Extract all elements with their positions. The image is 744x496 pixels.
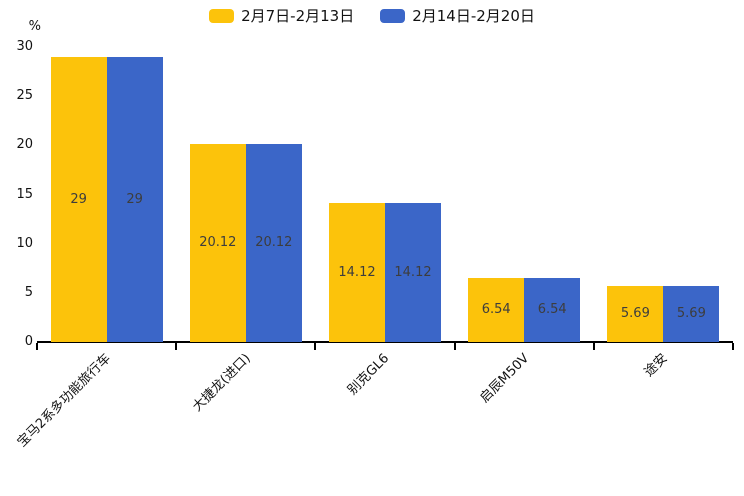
- legend: 2月7日-2月13日 2月14日-2月20日: [0, 5, 744, 26]
- bar: [329, 203, 385, 342]
- x-axis-line: [37, 341, 733, 343]
- bar-value-label: 20.12: [255, 235, 293, 250]
- y-tick-label: 5: [24, 284, 33, 300]
- bar-value-label: 20.12: [199, 235, 237, 250]
- bar-value-label: 14.12: [338, 264, 376, 280]
- legend-swatch-week2-icon: [380, 8, 406, 23]
- bar: [385, 203, 441, 342]
- bar: [245, 144, 302, 342]
- y-tick-label: 20: [16, 137, 33, 153]
- bar: [106, 57, 163, 342]
- x-category-label: 别克GL6: [345, 351, 393, 399]
- bar-value-label: 6.54: [537, 302, 567, 317]
- x-axis-tick: [453, 343, 456, 350]
- bar: [663, 286, 720, 342]
- bar: [607, 286, 664, 342]
- x-category-label: 宝马2系多功能旅行车: [15, 351, 115, 451]
- bar-value-label: 14.12: [394, 264, 432, 280]
- bar-value-label: 6.54: [481, 302, 511, 317]
- bar-value-label: 29: [126, 191, 143, 207]
- legend-swatch-week1-icon: [209, 8, 235, 23]
- x-category-label: 途安: [642, 351, 672, 381]
- legend-label-week1: 2月7日-2月13日: [241, 7, 355, 25]
- legend-item-week2[interactable]: 2月14日-2月20日: [380, 5, 535, 26]
- y-tick-label: 0: [24, 334, 33, 349]
- bar: [189, 144, 246, 342]
- x-axis-tick: [314, 343, 317, 350]
- bar: [50, 57, 107, 342]
- x-axis-tick: [592, 343, 595, 350]
- x-axis-tick: [732, 343, 734, 350]
- bar-value-label: 5.69: [620, 306, 650, 321]
- y-tick-label: 30: [16, 39, 33, 54]
- bar: [468, 278, 525, 342]
- x-category-label: 启辰M50V: [476, 351, 532, 406]
- y-tick-label: 25: [16, 88, 33, 104]
- y-tick-label: 10: [16, 235, 33, 251]
- y-axis-unit-label: %: [28, 19, 41, 34]
- bar-value-label: 29: [70, 191, 87, 207]
- bar: [524, 278, 581, 342]
- legend-label-week2: 2月14日-2月20日: [412, 7, 535, 25]
- x-axis-tick: [36, 343, 38, 350]
- x-axis-tick: [175, 343, 178, 350]
- legend-item-week1[interactable]: 2月7日-2月13日: [209, 5, 354, 26]
- bar-value-label: 5.69: [676, 306, 706, 321]
- y-tick-label: 15: [16, 186, 33, 202]
- x-category-label: 大捷龙(进口): [189, 351, 254, 415]
